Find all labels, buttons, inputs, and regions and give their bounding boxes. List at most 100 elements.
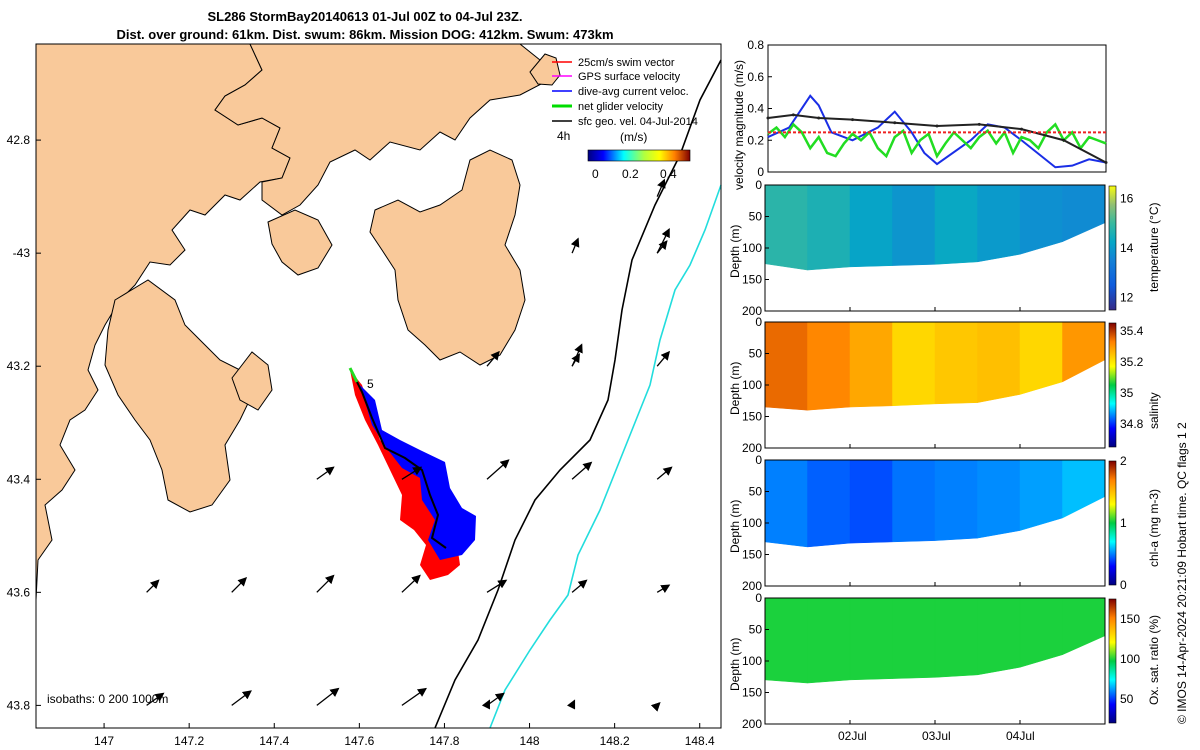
isobath-label: isobaths: 0 200 1000m: [47, 692, 168, 706]
profile-colorbar-label: Ox. sat. ratio (%): [1147, 615, 1161, 705]
legend-item-geo: sfc geo. vel. 04-Jul-2014: [578, 116, 698, 128]
profile-colorbar-label: temperature (°C): [1147, 203, 1161, 293]
velocity-ytick-label: 0: [757, 165, 764, 179]
velocity-ylabel: velocity magnitude (m/s): [732, 60, 746, 190]
profile-cell: [807, 597, 851, 684]
legend-item-gps: GPS surface velocity: [578, 71, 681, 83]
figure-title-line2: Dist. over ground: 61km. Dist. swum: 86k…: [116, 27, 614, 42]
profile-ylabel: Depth (m): [728, 500, 742, 553]
velocity-axes: [767, 44, 1107, 173]
velocity-series-net-glider-velocity: [767, 122, 1107, 159]
velocity-ticks: 0 0.2 0.4 0.6 0.8: [747, 38, 772, 179]
geo-vector: [486, 350, 500, 367]
velocity-point: [1062, 138, 1066, 142]
profile-cell: [892, 321, 936, 407]
profile-panel-3: 0 50 100 150 200 Depth (m) 0 1 2 chl-a (mg m-3): [728, 453, 1161, 593]
profile-ytick-label: 0: [755, 453, 762, 467]
date-axis: 02Jul 03Jul 04Jul: [838, 729, 1035, 743]
profile-cell: [849, 184, 893, 268]
profile-ylabel: Depth (m): [728, 225, 742, 278]
colorbar-tick-label: 2: [1120, 454, 1127, 468]
profile-cell: [977, 184, 1021, 263]
geo-vector: [316, 687, 340, 706]
profile-ytick-label: 100: [742, 241, 762, 255]
map-frame: [35, 43, 722, 729]
geo-vector: [486, 692, 505, 706]
profile-cell: [934, 321, 978, 405]
velocity-point: [1020, 127, 1023, 131]
map-ytick-label: 43.8: [7, 698, 31, 712]
velocity-point: [893, 121, 897, 125]
map-panel: 5 25cm/s swim vector GPS surface velocit…: [7, 43, 722, 748]
colorbar-tick-label: 12: [1120, 291, 1134, 305]
profile-ytick-label: 100: [742, 516, 762, 530]
legend-item-diveavg: dive-avg current veloc.: [578, 86, 689, 98]
profile-panel-2: 0 50 100 150 200 Depth (m) 34.8 35 35.2 35.4 salin…: [728, 315, 1161, 455]
speed-colorbar: [587, 149, 691, 162]
colorbar-tick-1: 0.2: [622, 167, 639, 181]
profile-ytick-label: 50: [749, 210, 763, 224]
profile-ytick-label: 50: [749, 485, 763, 499]
profile-ytick-label: 200: [742, 304, 762, 318]
geo-vector: [316, 466, 335, 480]
geo-vector: [656, 240, 668, 254]
profile-ytick-label: 0: [755, 591, 762, 605]
profile-ytick-label: 100: [742, 378, 762, 392]
colorbar-tick-label: 35.4: [1120, 324, 1144, 338]
land-peninsula-east-derwent: [214, 44, 546, 216]
geo-vector: [486, 459, 510, 480]
profile-cell: [849, 459, 893, 544]
date-tick-04jul: 04Jul: [1006, 729, 1035, 743]
map-xtick-label: 147.8: [429, 734, 459, 748]
velocity-series-dive-avg-current: [767, 94, 1107, 169]
geo-vector: [656, 350, 671, 367]
profile-ylabel: Depth (m): [728, 362, 742, 415]
profile-colorbar-label: salinity: [1147, 392, 1161, 429]
isobath-200m: [434, 59, 722, 729]
geo-vector: [316, 574, 335, 593]
velocity-ytick-label: 0.6: [747, 70, 764, 84]
profile-colorbar-label: chl-a (mg m-3): [1147, 489, 1161, 567]
profile-cell: [892, 597, 936, 679]
profile-cell: [807, 321, 851, 411]
map-xtick-label: 147.2: [174, 734, 204, 748]
waypoint-label: 5: [367, 377, 374, 391]
velocity-point: [766, 116, 770, 120]
map-ytick-label: 43.4: [7, 472, 31, 486]
colorbar-tick-label: 150: [1120, 612, 1140, 626]
date-tick-02jul: 02Jul: [838, 729, 867, 743]
geo-vector: [146, 692, 165, 706]
map-ytick-label: 42.8: [7, 133, 31, 147]
colorbar-tick-label: 35.2: [1120, 355, 1144, 369]
geo-vector: [231, 690, 252, 706]
legend-item-net: net glider velocity: [578, 101, 663, 113]
profile-cell: [934, 459, 978, 541]
velocity-point: [817, 116, 821, 120]
land-bruny: [104, 279, 253, 513]
colorbar-tick-label: 34.8: [1120, 417, 1144, 431]
geo-vector: [571, 461, 593, 480]
profile-colorbar: [1108, 322, 1117, 448]
colorbar-tick-label: 100: [1120, 652, 1140, 666]
profile-panel-1: 0 50 100 150 200 Depth (m) 12 14 16 temperature (…: [728, 178, 1161, 318]
profile-ylabel: Depth (m): [728, 638, 742, 691]
map-xtick-label: 147: [94, 734, 114, 748]
isobath-1000m: [489, 184, 722, 729]
colorbar-title: (m/s): [620, 130, 647, 144]
profile-ytick-label: 50: [749, 347, 763, 361]
geo-vector: [571, 579, 588, 593]
geo-vector: [570, 237, 580, 254]
profile-ytick-label: 200: [742, 717, 762, 731]
velocity-point: [977, 122, 981, 126]
profile-ytick-label: 150: [742, 273, 762, 287]
map-xtick-label: 148.2: [600, 734, 630, 748]
map-xtick-label: 147.4: [259, 734, 289, 748]
profile-cell: [1019, 321, 1063, 395]
velocity-series-sfc-geo-vel-: [767, 113, 1107, 164]
profile-ytick-label: 100: [742, 654, 762, 668]
profile-colorbar: [1108, 460, 1117, 586]
geo-vector: [566, 699, 576, 710]
profile-cell: [764, 597, 808, 684]
profile-cell: [977, 597, 1021, 676]
